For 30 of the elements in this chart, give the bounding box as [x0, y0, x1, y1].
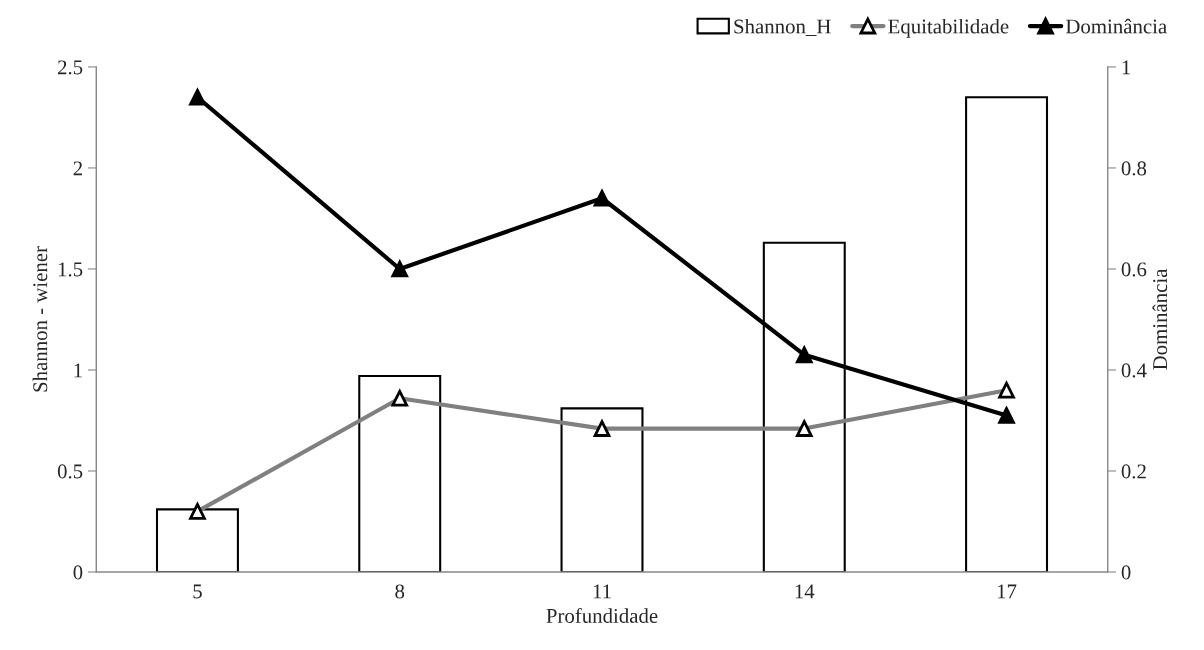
y-tick-label: 0.5 — [57, 464, 83, 479]
bar — [560, 407, 644, 572]
y-tick-label: 1 — [74, 363, 82, 378]
y-tick-label: 2 — [73, 161, 82, 176]
y2-tick-label: 0.4 — [1121, 363, 1147, 378]
point — [391, 260, 409, 278]
y2-tick-label: 1 — [1122, 60, 1131, 75]
legend-label: Shannon_H — [734, 18, 831, 37]
x-tick-label: 14 — [795, 584, 815, 599]
y2-tick-label: 0 — [1121, 565, 1131, 580]
y2-tick-label: 0.2 — [1121, 464, 1146, 479]
y2-axis-title: Dominância — [1152, 268, 1168, 370]
point — [795, 346, 813, 364]
point — [998, 407, 1015, 424]
y-tick-label: 0 — [73, 565, 83, 580]
legend-label: Equitabilidade — [888, 18, 1009, 38]
x-tick-label: 17 — [997, 584, 1017, 599]
legend-label: Dominância — [1065, 18, 1167, 34]
x-tick-label: 5 — [193, 584, 202, 599]
y2-tick-label: 0.6 — [1121, 262, 1147, 277]
y-axis-title: Shannon - wiener — [32, 246, 48, 392]
y-tick-label: 2.5 — [58, 60, 83, 75]
point — [189, 88, 206, 106]
bar — [358, 375, 442, 572]
point — [593, 189, 611, 207]
y2-tick-label: 0.8 — [1121, 161, 1147, 176]
x-tick-label: 11 — [593, 584, 611, 599]
x-axis-title: Profundidade — [546, 608, 658, 623]
x-tick-label: 8 — [395, 584, 405, 599]
y-tick-label: 1.5 — [58, 262, 83, 277]
